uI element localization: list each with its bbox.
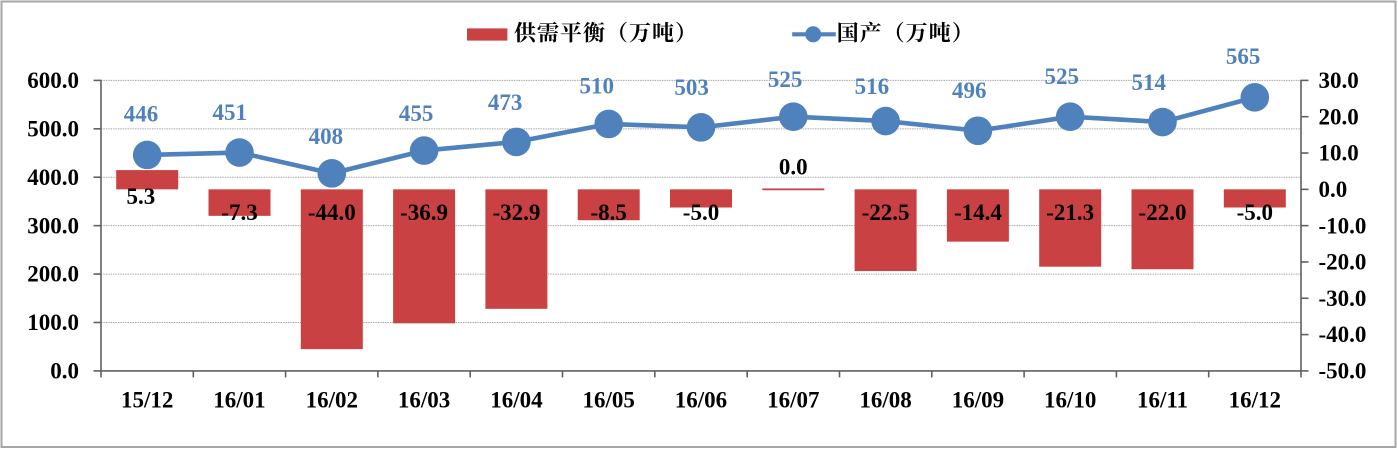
svg-text:16/08: 16/08 (859, 387, 911, 412)
svg-text:510: 510 (579, 74, 614, 99)
svg-text:30.0: 30.0 (1319, 68, 1359, 93)
svg-text:-5.0: -5.0 (683, 200, 719, 225)
svg-text:-5.0: -5.0 (1237, 200, 1273, 225)
svg-text:-10.0: -10.0 (1319, 213, 1367, 238)
svg-text:16/09: 16/09 (952, 387, 1004, 412)
svg-text:525: 525 (1045, 64, 1080, 89)
svg-text:503: 503 (674, 75, 709, 100)
svg-text:16/06: 16/06 (675, 387, 727, 412)
svg-text:525: 525 (768, 67, 803, 92)
svg-text:0.0: 0.0 (779, 155, 808, 180)
svg-text:5.3: 5.3 (127, 184, 156, 209)
svg-text:16/11: 16/11 (1137, 387, 1188, 412)
svg-text:565: 565 (1226, 44, 1261, 69)
svg-text:446: 446 (124, 101, 159, 126)
svg-text:473: 473 (488, 90, 523, 115)
svg-text:-8.5: -8.5 (590, 200, 626, 225)
svg-text:16/01: 16/01 (213, 387, 265, 412)
svg-text:-36.9: -36.9 (400, 200, 448, 225)
svg-text:20.0: 20.0 (1319, 104, 1359, 129)
svg-text:16/10: 16/10 (1044, 387, 1096, 412)
svg-text:400.0: 400.0 (27, 165, 79, 190)
svg-text:-20.0: -20.0 (1319, 250, 1367, 275)
svg-text:0.0: 0.0 (50, 359, 79, 384)
svg-text:16/05: 16/05 (583, 387, 635, 412)
svg-text:-40.0: -40.0 (1319, 322, 1367, 347)
svg-text:451: 451 (213, 100, 248, 125)
svg-text:514: 514 (1132, 70, 1167, 95)
svg-text:0.0: 0.0 (1319, 177, 1348, 202)
svg-text:200.0: 200.0 (27, 262, 79, 287)
svg-text:16/02: 16/02 (306, 387, 358, 412)
svg-text:300.0: 300.0 (27, 213, 79, 238)
svg-text:-22.5: -22.5 (862, 200, 910, 225)
svg-text:-22.0: -22.0 (1139, 200, 1187, 225)
svg-text:16/07: 16/07 (767, 387, 819, 412)
svg-text:-44.0: -44.0 (308, 200, 356, 225)
svg-text:-32.9: -32.9 (492, 200, 540, 225)
svg-text:16/04: 16/04 (490, 387, 543, 412)
svg-text:408: 408 (309, 124, 344, 149)
svg-text:455: 455 (399, 101, 434, 126)
svg-text:-7.3: -7.3 (221, 200, 257, 225)
svg-text:100.0: 100.0 (27, 310, 79, 335)
svg-text:10.0: 10.0 (1319, 141, 1359, 166)
svg-text:-50.0: -50.0 (1319, 359, 1367, 384)
svg-text:-21.3: -21.3 (1046, 200, 1094, 225)
svg-text:15/12: 15/12 (121, 387, 173, 412)
svg-text:16/03: 16/03 (398, 387, 450, 412)
svg-text:496: 496 (952, 78, 987, 103)
svg-text:516: 516 (855, 74, 890, 99)
svg-text:-30.0: -30.0 (1319, 286, 1367, 311)
svg-text:600.0: 600.0 (27, 68, 79, 93)
svg-text:16/12: 16/12 (1229, 387, 1281, 412)
svg-text:-14.4: -14.4 (954, 200, 1002, 225)
svg-text:500.0: 500.0 (27, 116, 79, 141)
